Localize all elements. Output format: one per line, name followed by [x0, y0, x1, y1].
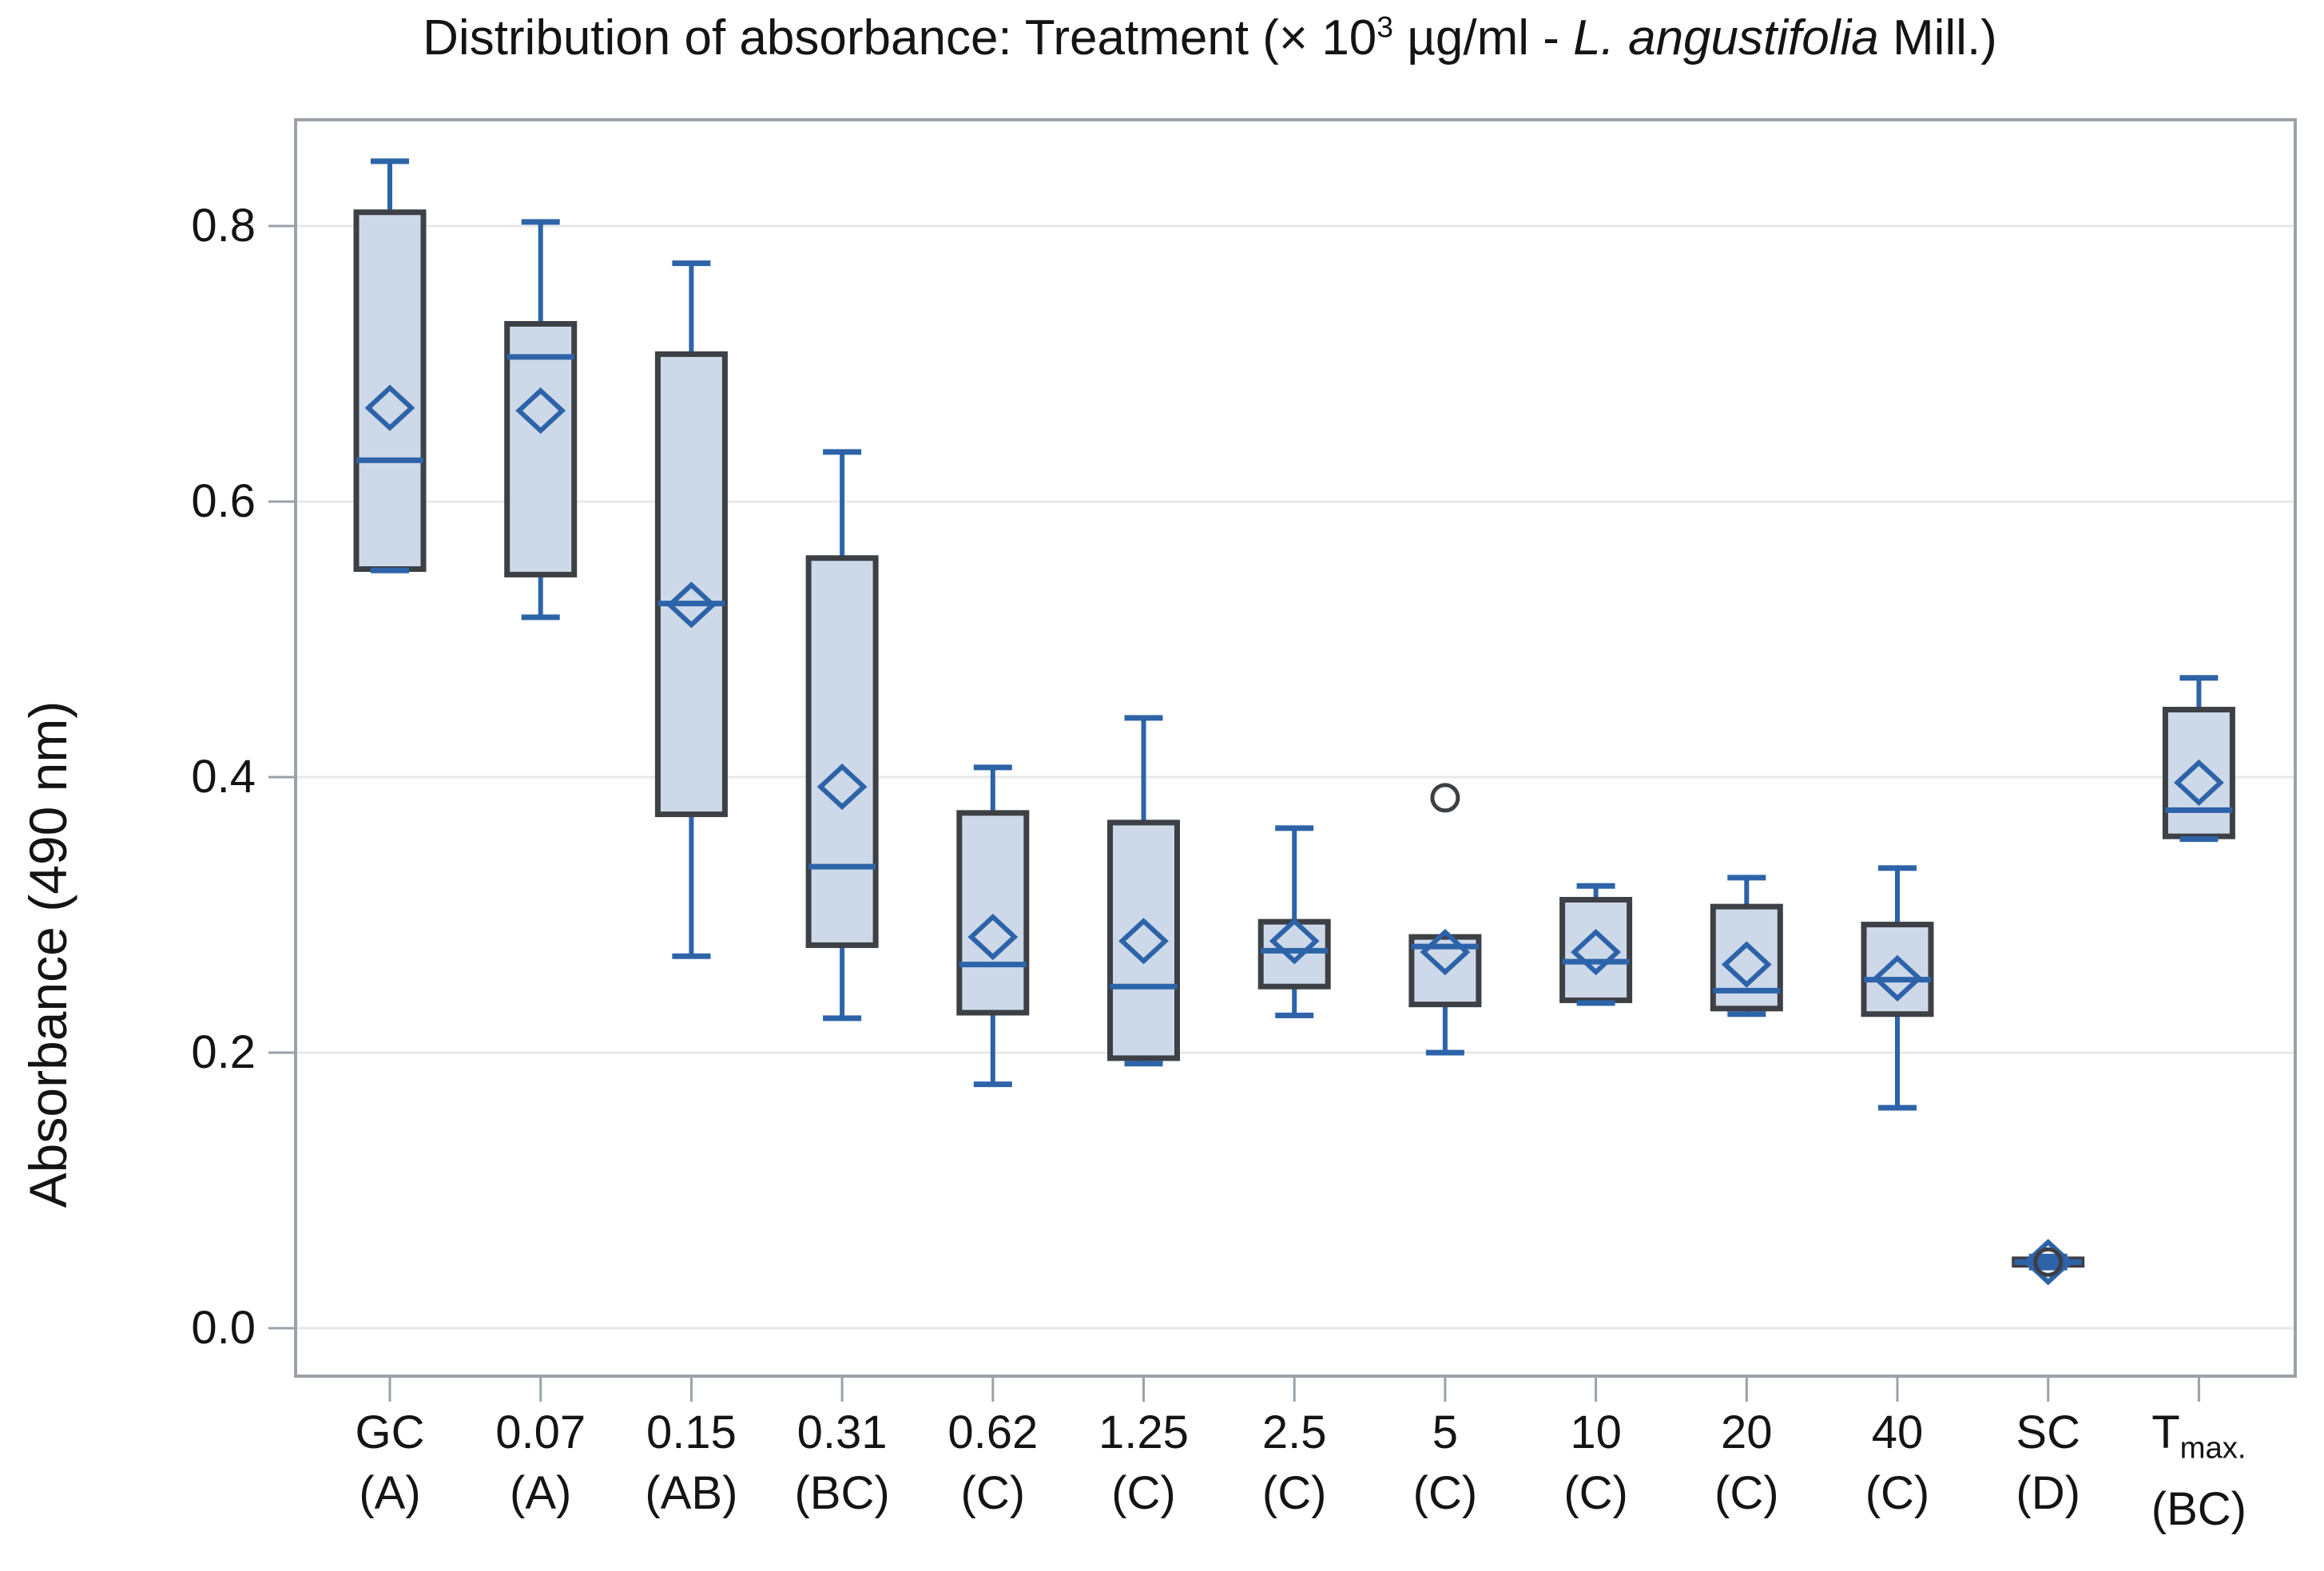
x-category-label-GC: GC (A) — [300, 1402, 479, 1524]
x-category-group-letter: (A) — [510, 1467, 572, 1519]
box-plot-007-mean-diamond — [515, 387, 566, 434]
x-category-label-0.31: 0.31 (BC) — [753, 1402, 932, 1524]
x-category-label-Tmax.: Tmax. (BC) — [2109, 1402, 2288, 1540]
y-tick-label-0.6: 0.6 — [191, 475, 256, 527]
box-plot-031-mean-diamond — [816, 763, 868, 811]
x-category-subscript: max. — [2179, 1430, 2247, 1466]
x-category-group-letter: (C) — [1261, 1467, 1327, 1519]
x-category-value: 20 — [1721, 1406, 1773, 1458]
x-category-value: 0.15 — [646, 1406, 737, 1458]
x-category-group-letter: (AB) — [645, 1467, 738, 1519]
x-category-group-letter: (D) — [2016, 1467, 2080, 1519]
x-category-group-letter: (C) — [1412, 1467, 1478, 1519]
y-tick-label-0.2: 0.2 — [191, 1026, 256, 1078]
x-category-value: 40 — [1871, 1406, 1924, 1458]
box-plot-062-iqr-box — [956, 810, 1030, 1016]
chart-title-suffix: Mill.) — [1878, 10, 1997, 65]
y-tick-label-0.0: 0.0 — [191, 1302, 256, 1354]
x-category-label-1.25: 1.25 (C) — [1055, 1402, 1234, 1524]
chart-title-exponent: 3 — [1377, 10, 1393, 44]
x-category-label-0.15: 0.15 (AB) — [602, 1402, 781, 1524]
box-plot-10-mean-diamond — [1571, 928, 1622, 976]
box-plot-Tmax-mean-diamond — [2173, 759, 2224, 806]
box-plot-125-mean-diamond — [1118, 918, 1169, 965]
x-category-group-letter: (A) — [359, 1467, 421, 1519]
x-category-group-letter: (BC) — [794, 1467, 890, 1519]
x-category-label-0.07: 0.07 (A) — [451, 1402, 630, 1524]
box-plot-SC-outlier-marker — [2033, 1247, 2064, 1277]
x-category-label-5: 5 (C) — [1356, 1402, 1535, 1524]
y-tick-label-0.4: 0.4 — [191, 751, 256, 803]
x-category-value: GC — [355, 1406, 425, 1458]
x-category-value: 1.25 — [1098, 1406, 1189, 1458]
box-plot-25-iqr-box — [1257, 918, 1331, 990]
box-plot-015-mean-diamond — [665, 581, 717, 629]
box-plot-GC-mean-diamond — [364, 384, 415, 431]
box-plot-20-mean-diamond — [1721, 941, 1772, 988]
x-category-label-SC: SC (D) — [1959, 1402, 2138, 1524]
x-category-value: 0.62 — [947, 1406, 1039, 1458]
x-category-label-2.5: 2.5 (C) — [1205, 1402, 1384, 1524]
chart-title-units: µg/ml - — [1392, 10, 1574, 65]
x-category-value: SC — [2016, 1406, 2080, 1458]
box-plot-062-mean-diamond — [967, 914, 1019, 961]
chart-title-text: Distribution of absorbance: Treatment (×… — [423, 10, 1377, 65]
x-category-label-10: 10 (C) — [1507, 1402, 1686, 1524]
x-category-value: 5 — [1432, 1406, 1459, 1458]
box-plot-40-mean-diamond — [1872, 954, 1923, 1002]
x-category-label-40: 40 (C) — [1808, 1402, 1987, 1524]
box-plot-10-iqr-box — [1559, 897, 1633, 1003]
box-plot-007-iqr-box — [504, 320, 578, 577]
box-plot-5-outlier-marker — [1430, 783, 1460, 813]
box-plot-SC-mean-diamond — [2023, 1239, 2074, 1286]
chart-title: Distribution of absorbance: Treatment (×… — [128, 10, 2292, 66]
x-category-group-letter: (C) — [1563, 1467, 1628, 1519]
x-category-value: 0.07 — [495, 1406, 586, 1458]
y-tick-label-0.8: 0.8 — [191, 200, 256, 252]
box-plot-Tmax-iqr-box — [2162, 706, 2235, 839]
x-category-label-20: 20 (C) — [1657, 1402, 1836, 1524]
x-category-group-letter: (BC) — [2151, 1482, 2247, 1535]
x-category-value: 2.5 — [1261, 1406, 1327, 1458]
x-category-value: 0.31 — [797, 1406, 888, 1458]
x-category-value: 10 — [1570, 1406, 1622, 1458]
x-category-group-letter: (C) — [1111, 1467, 1176, 1519]
x-category-label-0.62: 0.62 (C) — [904, 1402, 1083, 1524]
plot-frame — [294, 118, 2297, 1378]
box-plot-5-mean-diamond — [1420, 928, 1471, 976]
box-plot-25-mean-diamond — [1269, 918, 1320, 965]
x-category-value: Tmax. — [2151, 1406, 2247, 1466]
x-category-group-letter: (C) — [1865, 1467, 1930, 1519]
chart-title-species: L. angustifolia — [1573, 10, 1879, 65]
x-category-group-letter: (C) — [1714, 1467, 1779, 1519]
box-plot-031-iqr-box — [805, 555, 879, 948]
x-category-group-letter: (C) — [960, 1467, 1026, 1519]
